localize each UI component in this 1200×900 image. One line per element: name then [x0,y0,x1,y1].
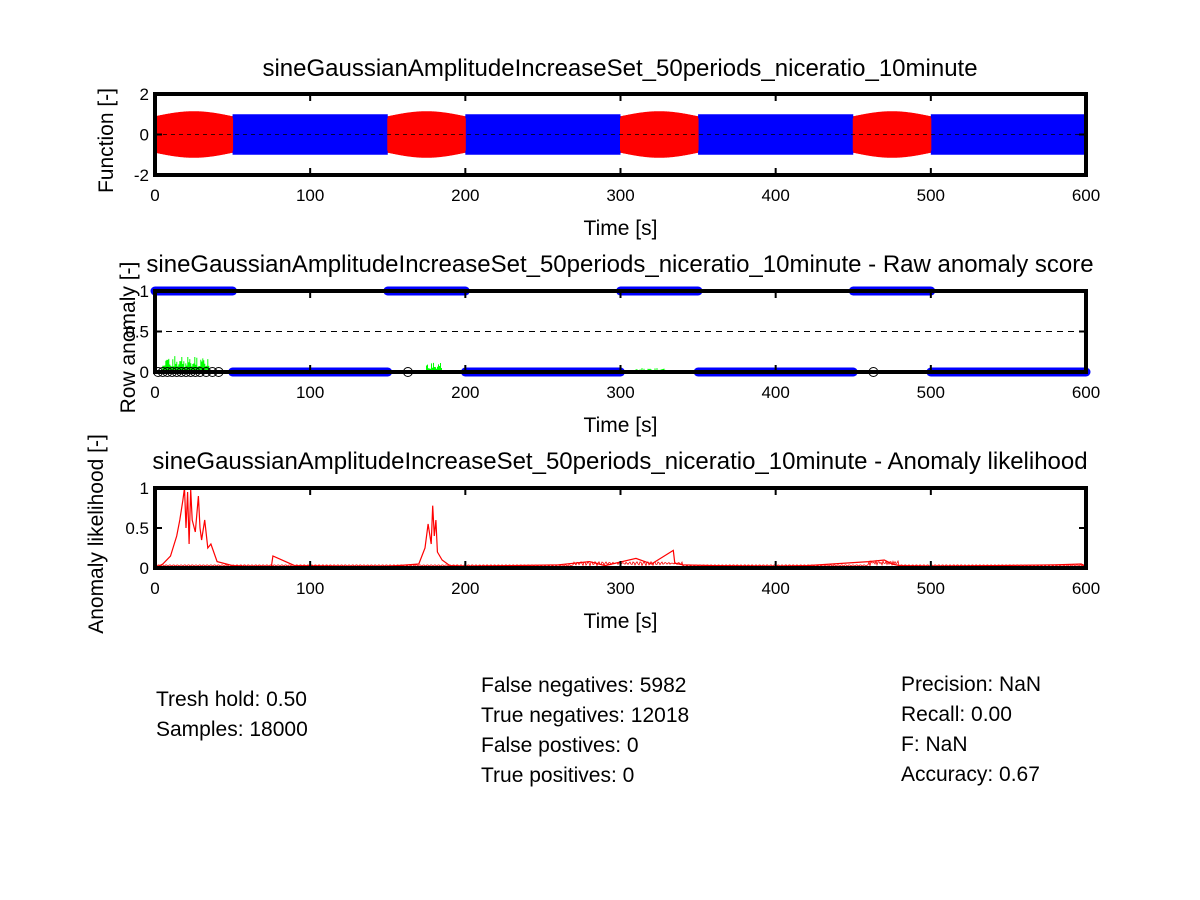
x-tick-label: 500 [917,383,945,402]
y-tick-label: 2 [140,85,149,104]
y-axis-label: Anomaly likelihood [-] [85,434,108,634]
plot-area-3 [155,488,1086,568]
x-tick-label: 600 [1072,579,1100,598]
x-tick-label: 200 [451,383,479,402]
stats-block-left: Tresh hold: 0.50 Samples: 18000 [156,685,308,745]
stats-block-middle: False negatives: 5982 True negatives: 12… [481,671,689,791]
true-positives-text: True positives: 0 [481,764,635,787]
accuracy-text: Accuracy: 0.67 [901,763,1040,786]
x-tick-label: 300 [606,186,634,205]
plot-area-1 [155,111,1086,158]
y-axis-label: Row anomaly [-] [117,262,140,414]
recall-text: Recall: 0.00 [901,703,1012,726]
chart-title: sineGaussianAmplitudeIncreaseSet_50perio… [152,448,1087,475]
f-score-text: F: NaN [901,733,968,756]
stats-block-right: Precision: NaN Recall: 0.00 F: NaN Accur… [901,670,1041,790]
x-tick-label: 500 [917,579,945,598]
threshold-text: Tresh hold: 0.50 [156,688,307,711]
x-tick-label: 300 [606,383,634,402]
y-tick-label: 0 [140,559,149,578]
y-tick-label: -2 [134,166,149,185]
x-axis-label: Time [s] [584,414,658,437]
chart-panel-1 [153,92,1088,177]
x-tick-label: 400 [761,186,789,205]
y-tick-label: 0 [140,126,149,145]
chart-panel-2 [150,286,1091,377]
x-tick-label: 300 [606,579,634,598]
x-tick-label: 400 [761,383,789,402]
y-tick-label: 0.5 [125,323,149,342]
axes-box-3 [153,486,1088,570]
y-tick-label: 0 [140,363,149,382]
false-negatives-text: False negatives: 5982 [481,674,687,697]
false-positives-text: False postives: 0 [481,734,639,757]
x-tick-label: 200 [451,186,479,205]
y-tick-label: 1 [140,479,149,498]
true-negatives-text: True negatives: 12018 [481,704,690,727]
y-tick-label: 1 [140,282,149,301]
x-tick-label: 100 [296,383,324,402]
x-tick-label: 600 [1072,383,1100,402]
x-tick-label: 0 [150,186,159,205]
x-axis-label: Time [s] [584,610,658,633]
chart-panel-3 [153,486,1088,570]
chart-title: sineGaussianAmplitudeIncreaseSet_50perio… [262,55,977,82]
x-tick-label: 400 [761,579,789,598]
x-tick-label: 600 [1072,186,1100,205]
chart-title: sineGaussianAmplitudeIncreaseSet_50perio… [146,251,1093,278]
x-tick-label: 100 [296,579,324,598]
x-tick-label: 200 [451,579,479,598]
x-tick-label: 100 [296,186,324,205]
y-axis-label: Function [-] [95,88,118,193]
x-tick-label: 0 [150,579,159,598]
y-tick-label: 0.5 [125,519,149,538]
x-axis-label: Time [s] [584,217,658,240]
precision-text: Precision: NaN [901,673,1042,696]
likelihood-line [155,488,1086,568]
x-tick-label: 500 [917,186,945,205]
x-tick-label: 0 [150,383,159,402]
samples-text: Samples: 18000 [156,718,308,741]
